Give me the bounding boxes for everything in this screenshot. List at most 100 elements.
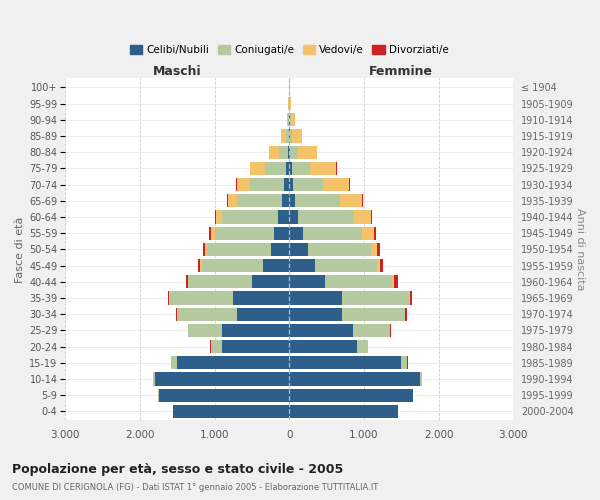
Bar: [289, 242, 308, 256]
Bar: [289, 292, 409, 304]
Bar: [289, 259, 316, 272]
Bar: [173, 404, 289, 418]
Bar: [289, 324, 391, 337]
Bar: [207, 242, 289, 256]
Bar: [289, 178, 293, 191]
Bar: [250, 178, 289, 191]
Bar: [287, 113, 289, 126]
Bar: [289, 372, 422, 386]
Bar: [289, 308, 406, 321]
Bar: [205, 242, 289, 256]
Bar: [289, 292, 410, 304]
Bar: [158, 388, 289, 402]
Bar: [289, 356, 401, 370]
Bar: [286, 162, 289, 175]
Bar: [289, 130, 302, 142]
Bar: [289, 242, 371, 256]
Bar: [289, 146, 317, 159]
Bar: [289, 226, 376, 240]
Bar: [289, 259, 383, 272]
Bar: [173, 404, 289, 418]
Bar: [289, 340, 356, 353]
Bar: [252, 275, 289, 288]
Text: Femmine: Femmine: [370, 66, 433, 78]
Bar: [289, 324, 353, 337]
Bar: [284, 178, 289, 191]
Bar: [281, 130, 289, 142]
Bar: [289, 113, 291, 126]
Bar: [289, 388, 413, 402]
Bar: [289, 194, 362, 207]
Bar: [289, 292, 341, 304]
Bar: [188, 275, 289, 288]
Bar: [289, 388, 413, 402]
Bar: [171, 356, 289, 370]
Legend: Celibi/Nubili, Coniugati/e, Vedovi/e, Divorziati/e: Celibi/Nubili, Coniugati/e, Vedovi/e, Di…: [128, 42, 451, 57]
Bar: [289, 275, 392, 288]
Bar: [289, 113, 295, 126]
Bar: [211, 340, 289, 353]
Bar: [289, 404, 398, 418]
Bar: [152, 372, 289, 386]
Bar: [289, 275, 325, 288]
Bar: [289, 242, 377, 256]
Bar: [289, 404, 398, 418]
Bar: [287, 113, 289, 126]
Bar: [216, 210, 289, 224]
Bar: [177, 308, 289, 321]
Bar: [288, 113, 289, 126]
Bar: [289, 404, 398, 418]
Bar: [171, 356, 289, 370]
Bar: [227, 194, 289, 207]
Bar: [289, 275, 398, 288]
Bar: [289, 194, 363, 207]
Bar: [289, 308, 407, 321]
Bar: [188, 275, 289, 288]
Bar: [289, 340, 368, 353]
Bar: [237, 194, 289, 207]
Bar: [177, 356, 289, 370]
Bar: [170, 292, 289, 304]
Bar: [274, 226, 289, 240]
Bar: [289, 97, 291, 110]
Bar: [289, 259, 380, 272]
Bar: [289, 162, 337, 175]
Bar: [188, 324, 289, 337]
Bar: [211, 340, 289, 353]
Bar: [202, 259, 289, 272]
Bar: [286, 130, 289, 142]
Bar: [289, 372, 420, 386]
Bar: [289, 275, 394, 288]
Bar: [168, 292, 289, 304]
Bar: [215, 210, 289, 224]
Bar: [289, 340, 368, 353]
Bar: [158, 388, 289, 402]
Bar: [288, 146, 289, 159]
Bar: [236, 178, 289, 191]
Bar: [289, 308, 405, 321]
Bar: [188, 324, 289, 337]
Bar: [200, 259, 289, 272]
Bar: [282, 194, 289, 207]
Bar: [289, 146, 317, 159]
Bar: [271, 242, 289, 256]
Bar: [289, 388, 413, 402]
Text: Popolazione per età, sesso e stato civile - 2005: Popolazione per età, sesso e stato civil…: [12, 462, 343, 475]
Bar: [289, 356, 407, 370]
Bar: [198, 259, 289, 272]
Bar: [289, 292, 412, 304]
Bar: [289, 178, 323, 191]
Bar: [215, 226, 289, 240]
Bar: [250, 162, 289, 175]
Bar: [289, 308, 341, 321]
Bar: [289, 194, 295, 207]
Bar: [209, 226, 289, 240]
Bar: [228, 194, 289, 207]
Bar: [289, 372, 422, 386]
Bar: [250, 162, 289, 175]
Bar: [289, 178, 350, 191]
Bar: [269, 146, 289, 159]
Bar: [222, 210, 289, 224]
Bar: [289, 210, 372, 224]
Bar: [289, 130, 292, 142]
